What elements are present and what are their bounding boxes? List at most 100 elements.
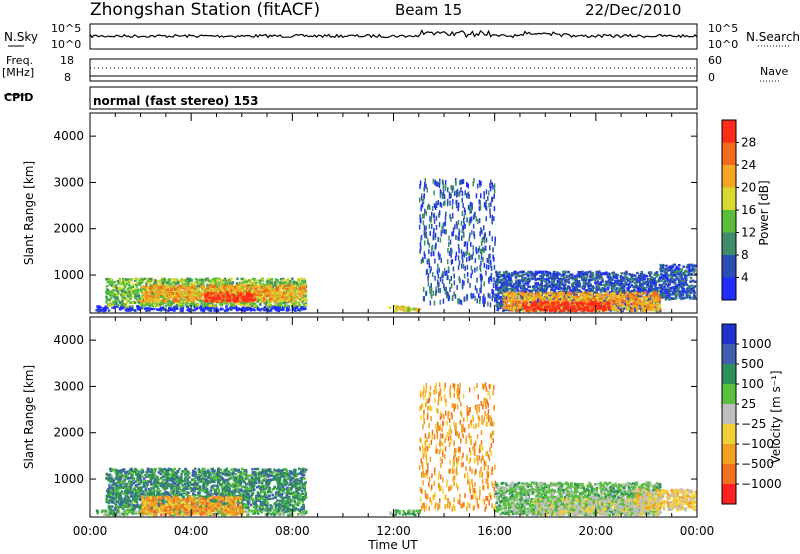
data-cell <box>169 303 173 307</box>
data-cell <box>242 309 245 312</box>
data-cell <box>483 238 486 244</box>
data-cell <box>269 292 272 295</box>
data-cell <box>430 283 432 288</box>
data-cell <box>464 223 466 229</box>
data-cell <box>476 288 478 294</box>
data-cell <box>162 281 165 285</box>
data-cell <box>449 200 451 206</box>
data-cell <box>511 286 514 289</box>
data-cell <box>490 201 492 207</box>
data-cell <box>121 291 124 294</box>
data-cell <box>594 281 597 285</box>
data-cell <box>156 290 159 293</box>
nsky-line <box>89 29 698 39</box>
data-cell <box>552 284 555 287</box>
data-cell <box>245 294 249 297</box>
data-cell <box>177 289 180 293</box>
data-cell <box>211 299 214 303</box>
data-cell <box>450 259 453 265</box>
data-cell <box>446 275 448 280</box>
data-cell <box>284 282 287 285</box>
data-cell <box>229 295 232 299</box>
data-cell <box>654 288 657 292</box>
data-cell <box>493 256 495 262</box>
data-cell <box>106 280 110 284</box>
data-cell <box>643 277 647 281</box>
data-cell <box>147 277 150 281</box>
data-cell <box>204 293 207 297</box>
data-cell <box>479 299 481 305</box>
data-cell <box>285 299 289 302</box>
data-cell <box>629 290 632 294</box>
data-cell <box>153 307 156 311</box>
data-cell <box>182 278 185 281</box>
data-cell <box>216 309 220 313</box>
data-cell <box>165 293 168 296</box>
data-cell <box>259 293 262 297</box>
data-cell <box>400 308 403 311</box>
data-cell <box>300 277 303 280</box>
data-cell <box>303 292 307 296</box>
data-cell <box>426 187 428 193</box>
data-cell <box>294 284 298 287</box>
data-cell <box>124 298 128 302</box>
data-cell <box>432 231 435 237</box>
data-cell <box>153 303 157 306</box>
data-cell <box>467 191 470 197</box>
data-cell <box>143 293 146 296</box>
data-cell <box>178 303 181 306</box>
data-cell <box>551 273 554 276</box>
data-cell <box>438 183 441 188</box>
data-cell <box>172 285 175 288</box>
data-cell <box>521 285 524 288</box>
data-cell <box>263 308 266 312</box>
data-cell <box>531 275 534 279</box>
data-cell <box>179 309 182 312</box>
data-cell <box>218 297 221 301</box>
data-cell <box>121 300 124 304</box>
data-cell <box>262 307 266 311</box>
data-cell <box>442 270 444 276</box>
data-cell <box>440 231 443 237</box>
data-cell <box>248 293 251 297</box>
data-cell <box>143 307 147 310</box>
data-cell <box>106 303 110 306</box>
data-cell <box>163 286 167 290</box>
data-cell <box>178 295 182 298</box>
data-cell <box>202 309 206 313</box>
data-cell <box>569 289 572 292</box>
data-cell <box>474 267 476 273</box>
data-cell <box>429 268 431 274</box>
data-cell <box>607 283 610 286</box>
data-cell <box>237 307 240 310</box>
data-cell <box>255 295 259 299</box>
data-cell <box>522 273 526 276</box>
data-cell <box>433 190 435 196</box>
data-cell <box>190 295 193 299</box>
data-cell <box>122 302 126 306</box>
data-cell <box>444 184 447 190</box>
data-cell <box>298 309 301 312</box>
data-cell <box>173 291 177 295</box>
data-cell <box>192 309 195 312</box>
data-cell <box>122 295 125 298</box>
data-cell <box>189 302 193 306</box>
data-cell <box>171 295 174 298</box>
data-cell <box>461 179 464 185</box>
data-cell <box>199 297 202 300</box>
data-cell <box>438 255 440 261</box>
data-cell <box>461 235 463 241</box>
data-cell <box>113 280 116 284</box>
data-cell <box>138 308 141 311</box>
data-cell <box>447 259 449 265</box>
data-cell <box>604 272 608 276</box>
data-cell <box>432 291 435 296</box>
data-cell <box>276 279 279 282</box>
data-cell <box>154 299 158 303</box>
data-cell <box>514 303 517 306</box>
data-cell <box>509 287 512 291</box>
data-cell <box>480 274 482 280</box>
data-cell <box>137 307 140 311</box>
data-cell <box>410 307 414 311</box>
data-cell <box>591 276 595 279</box>
